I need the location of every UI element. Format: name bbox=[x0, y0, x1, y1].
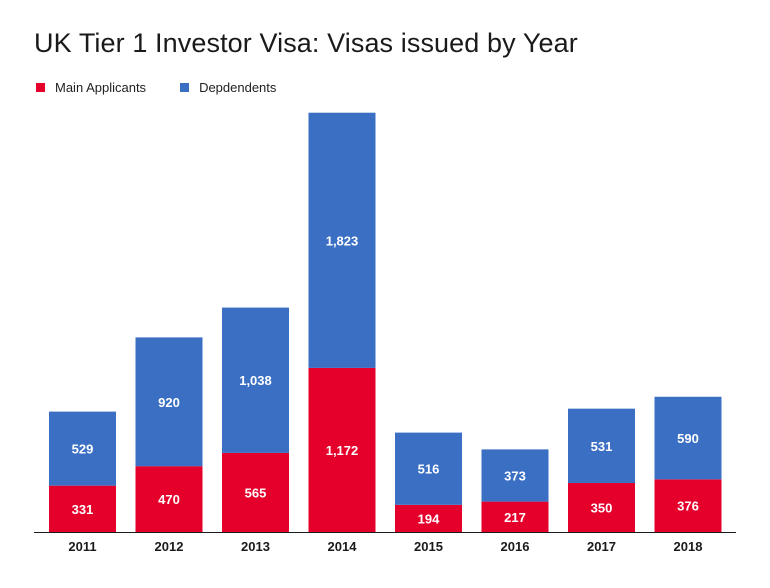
data-label-main-applicants-2015: 194 bbox=[418, 511, 440, 526]
bar-main-applicants-2012 bbox=[135, 466, 203, 532]
bar-dependents-2018 bbox=[654, 396, 722, 480]
data-label-main-applicants-2013: 565 bbox=[245, 485, 267, 500]
chart-title: UK Tier 1 Investor Visa: Visas issued by… bbox=[34, 28, 578, 58]
legend-item-dependents: Depdendents bbox=[180, 80, 276, 95]
x-tick-label-2013: 2013 bbox=[241, 539, 270, 554]
data-label-dependents-2017: 531 bbox=[591, 439, 613, 454]
data-label-main-applicants-2017: 350 bbox=[591, 501, 613, 516]
bar-dependents-2013 bbox=[222, 307, 289, 453]
legend-item-main-applicants: Main Applicants bbox=[36, 80, 146, 95]
bar-main-applicants-2017 bbox=[568, 483, 635, 532]
data-label-dependents-2015: 516 bbox=[418, 462, 440, 477]
x-tick-label-2018: 2018 bbox=[674, 539, 703, 554]
legend-swatch-main-applicants bbox=[36, 83, 45, 92]
bar-dependents-2011 bbox=[49, 411, 116, 486]
x-tick-label-2011: 2011 bbox=[68, 539, 96, 554]
data-label-dependents-2014: 1,823 bbox=[326, 233, 359, 248]
x-tick-label-2015: 2015 bbox=[414, 539, 443, 554]
bar-dependents-2017 bbox=[568, 408, 635, 483]
bar-main-applicants-2018 bbox=[654, 479, 722, 532]
legend-label-main-applicants: Main Applicants bbox=[55, 80, 147, 95]
data-label-main-applicants-2014: 1,172 bbox=[326, 443, 359, 458]
bar-main-applicants-2015 bbox=[395, 504, 462, 532]
data-label-dependents-2016: 373 bbox=[504, 469, 526, 484]
x-tick-label-2017: 2017 bbox=[587, 539, 616, 554]
bar-dependents-2012 bbox=[135, 337, 203, 467]
x-tick-label-2014: 2014 bbox=[328, 539, 358, 554]
x-tick-label-2016: 2016 bbox=[501, 539, 530, 554]
data-label-dependents-2011: 529 bbox=[72, 442, 94, 457]
data-label-main-applicants-2016: 217 bbox=[504, 510, 526, 525]
data-label-dependents-2012: 920 bbox=[158, 395, 180, 410]
data-label-dependents-2018: 590 bbox=[677, 431, 699, 446]
bar-dependents-2015 bbox=[395, 432, 462, 505]
bar-main-applicants-2016 bbox=[481, 501, 549, 532]
bar-main-applicants-2014 bbox=[308, 367, 376, 532]
bar-dependents-2016 bbox=[481, 449, 549, 502]
legend-swatch-dependents bbox=[180, 83, 190, 92]
x-tick-label-2012: 2012 bbox=[155, 539, 184, 554]
data-label-main-applicants-2011: 331 bbox=[72, 502, 94, 517]
bar-main-applicants-2013 bbox=[222, 452, 289, 532]
bar-main-applicants-2011 bbox=[49, 485, 116, 532]
data-label-main-applicants-2018: 376 bbox=[677, 499, 699, 514]
legend-label-dependents: Depdendents bbox=[199, 80, 277, 95]
legend: Main Applicants Depdendents bbox=[36, 80, 310, 95]
bar-dependents-2014 bbox=[308, 112, 376, 368]
data-label-dependents-2013: 1,038 bbox=[239, 373, 272, 388]
data-label-main-applicants-2012: 470 bbox=[158, 492, 180, 507]
